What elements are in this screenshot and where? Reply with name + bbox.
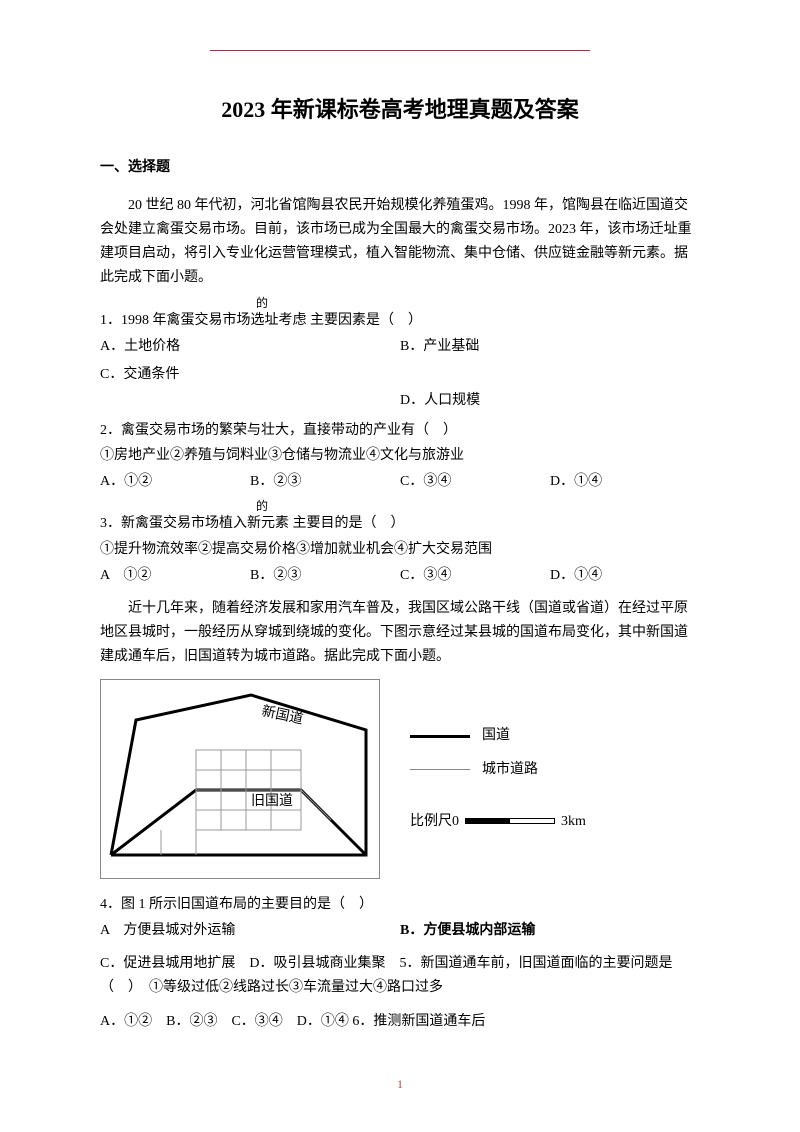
map-svg: 新国道 旧国道 [101, 680, 381, 880]
new-road-line [111, 695, 366, 855]
map-box: 新国道 旧国道 [100, 679, 380, 879]
q4-option-b: B．方便县城内部运输 [400, 919, 700, 943]
q3-option-c: C．③④ [400, 564, 550, 588]
q3-option-b: B．②③ [250, 564, 400, 588]
question-3: 的 3．新禽蛋交易市场植入新元素 主要目的是（ ） ①提升物流效率②提高交易价格… [100, 500, 700, 587]
passage-2: 近十几年来，随着经济发展和家用汽车普及，我国区域公路干线（国道或省道）在经过平原… [100, 597, 700, 668]
q1-option-b: B．产业基础 [400, 335, 700, 359]
city-grid [161, 750, 331, 855]
q1-option-d: D．人口规模 [400, 389, 700, 413]
legend-city-label: 城市道路 [482, 753, 538, 787]
legend-row-city: 城市道路 [410, 753, 586, 787]
q3-option-d: D．①④ [550, 564, 700, 588]
page-title: 2023 年新课标卷高考地理真题及答案 [100, 91, 700, 128]
scale-bar [465, 818, 555, 824]
q2-sub: ①房地产业②养殖与饲料业③仓储与物流业④文化与旅游业 [100, 444, 700, 468]
question-2: 2．禽蛋交易市场的繁荣与壮大，直接带动的产业有（ ） ①房地产业②养殖与饲料业③… [100, 419, 700, 494]
q3-deco: 的 [256, 500, 700, 512]
scale-label: 比例尺 [410, 805, 452, 839]
old-road-line [111, 790, 366, 855]
page-number: 1 [100, 1074, 700, 1094]
q2-option-b: B．②③ [250, 470, 400, 494]
scale-end: 3km [561, 805, 586, 839]
q2-option-a: A．①② [100, 470, 250, 494]
q4-option-cd-q5: C．促进县城用地扩展 D．吸引县城商业集聚 5．新国道通车前，旧国道面临的主要问… [100, 952, 700, 1000]
question-4: 4．图 1 所示旧国道布局的主要目的是（ ） A 方便县城对外运输 B．方便县城… [100, 893, 700, 1000]
figure-area: 新国道 旧国道 国道 城市道路 比例尺 0 3km [100, 679, 700, 879]
q3-stem: 3．新禽蛋交易市场植入新元素 主要目的是（ ） [100, 512, 700, 536]
passage-1: 20 世纪 80 年代初，河北省馆陶县农民开始规模化养殖蛋鸡。1998 年，馆陶… [100, 194, 700, 289]
q3-sub: ①提升物流效率②提高交易价格③增加就业机会④扩大交易范围 [100, 538, 700, 562]
legend: 国道 城市道路 比例尺 0 3km [410, 719, 586, 838]
q3-option-a: A ①② [100, 564, 250, 588]
q1-deco: 的 [256, 297, 700, 309]
q1-spacer [100, 389, 400, 413]
q2-stem: 2．禽蛋交易市场的繁荣与壮大，直接带动的产业有（ ） [100, 419, 700, 443]
scale-0: 0 [452, 805, 459, 839]
legend-thick-line [410, 735, 470, 738]
q1-option-c: C．交通条件 [100, 363, 700, 387]
legend-thin-line [410, 769, 470, 770]
section-heading: 一、选择题 [100, 156, 700, 180]
label-new-road: 新国道 [260, 703, 304, 727]
top-rule [210, 50, 590, 51]
q4-option-a: A 方便县城对外运输 [100, 919, 400, 943]
label-old-road: 旧国道 [251, 793, 293, 809]
question-1: 的 1．1998 年禽蛋交易市场选址考虑 主要因素是（ ） A．土地价格 B．产… [100, 297, 700, 412]
q2-option-d: D．①④ [550, 470, 700, 494]
q1-stem: 1．1998 年禽蛋交易市场选址考虑 主要因素是（ ） [100, 309, 700, 333]
legend-main-label: 国道 [482, 719, 510, 753]
q4-stem: 4．图 1 所示旧国道布局的主要目的是（ ） [100, 893, 700, 917]
legend-row-main: 国道 [410, 719, 586, 753]
q2-option-c: C．③④ [400, 470, 550, 494]
q5-options-q6: A．①② B．②③ C．③④ D．①④ 6．推测新国道通车后 [100, 1010, 700, 1034]
scale-row: 比例尺 0 3km [410, 805, 586, 839]
q1-option-a: A．土地价格 [100, 335, 400, 359]
